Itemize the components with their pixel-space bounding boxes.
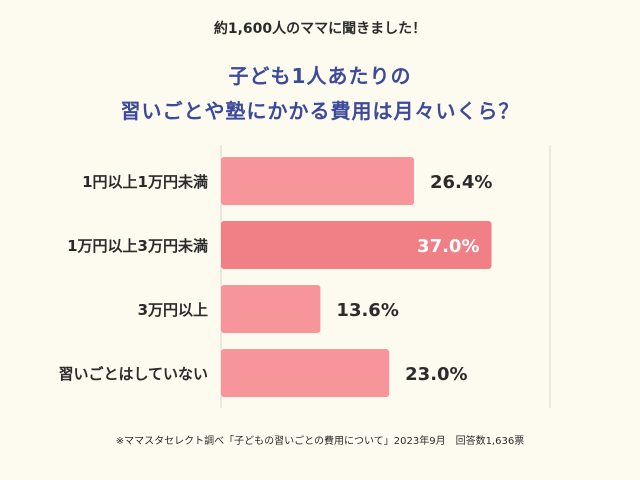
category-label-3: 習いごとはしていない — [58, 365, 208, 383]
intro-text: 約1,600人のママに聞きました！ — [213, 21, 427, 37]
bar-0 — [221, 157, 415, 205]
category-label-0: 1円以上1万円未満 — [82, 173, 208, 191]
chart-title-line2: 習いごとや塾にかかる費用は月々いくら？ — [120, 99, 520, 123]
value-label-3: 23.0% — [405, 364, 467, 385]
category-label-2: 3万円以上 — [138, 301, 208, 319]
value-label-0: 26.4% — [430, 172, 492, 193]
category-label-1: 1万円以上3万円未満 — [67, 237, 208, 255]
value-label-2: 13.6% — [336, 300, 398, 321]
chart-title-line1: 子ども1人あたりの — [228, 64, 412, 88]
bar-2 — [221, 285, 321, 333]
footnote: ※ママスタセレクト調べ「子どもの習いごとの費用について」2023年9月 回答数1… — [115, 436, 525, 447]
bar-1 — [221, 221, 492, 269]
value-label-1: 37.0% — [417, 236, 479, 257]
bar-3 — [221, 349, 390, 397]
